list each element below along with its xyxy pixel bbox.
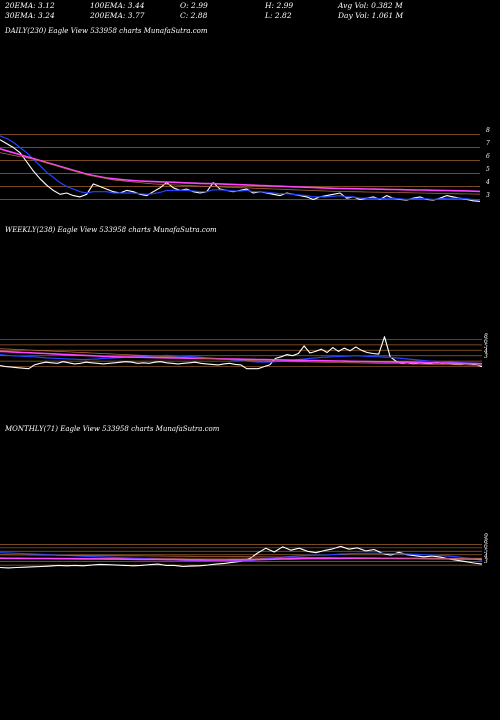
daily-tick-label-1: 7 xyxy=(486,140,490,147)
weekly-tick-label-4: 3 xyxy=(484,353,488,360)
daily-series-ema-slow xyxy=(0,152,481,195)
stat-close: C: 2.88 xyxy=(180,11,208,20)
stat-low: L: 2.82 xyxy=(265,11,292,20)
stat-ema20: 20EMA: 3.12 xyxy=(5,1,55,10)
daily-chart-title: DAILY(230) Eagle View 533958 charts Muna… xyxy=(5,27,208,35)
daily-chart: 8 7 6 5 4 3 xyxy=(0,127,490,203)
daily-series-ema-fast xyxy=(0,135,481,201)
stats-header: 20EMA: 3.12 100EMA: 3.44 O: 2.99 H: 2.99… xyxy=(5,1,495,25)
daily-tick-label-5: 3 xyxy=(486,192,490,199)
weekly-chart-title: WEEKLY(238) Eagle View 533958 charts Mun… xyxy=(5,226,217,234)
weekly-tick-label-1: 6 xyxy=(484,338,488,345)
monthly-series-price xyxy=(0,545,483,569)
monthly-series-ema-mid xyxy=(0,557,483,561)
monthly-tick-label-4: 4 xyxy=(483,553,488,560)
weekly-tick-label-0: 8 xyxy=(484,333,488,340)
weekly-tick-label-2: 5 xyxy=(484,343,488,350)
monthly-tick-label-0: 9 xyxy=(484,533,488,540)
daily-tick-label-4: 4 xyxy=(485,179,490,186)
weekly-series-ema-slow xyxy=(0,348,483,366)
monthly-chart-title: MONTHLY(71) Eagle View 533958 charts Mun… xyxy=(5,425,220,433)
monthly-series-ema-fast xyxy=(0,552,483,562)
monthly-tick-label-3: 5 xyxy=(484,548,488,555)
weekly-series-ema-fast xyxy=(0,354,483,365)
stat-day-vol: Day Vol: 1.061 M xyxy=(338,11,404,20)
monthly-tick-label-5: 3 xyxy=(484,558,488,565)
monthly-tick-label-1: 8 xyxy=(484,538,488,545)
weekly-series-ema-mid xyxy=(0,350,483,365)
monthly-tick-label-2: 6 xyxy=(484,543,488,550)
daily-tick-label-2: 6 xyxy=(486,153,490,160)
stat-high: H: 2.99 xyxy=(265,1,294,10)
daily-tick-label-0: 8 xyxy=(486,127,490,134)
stat-ema30: 30EMA: 3.24 xyxy=(5,11,55,20)
stat-ema100: 100EMA: 3.44 xyxy=(90,1,145,10)
monthly-series-ema-slow xyxy=(0,554,482,560)
stat-ema200: 200EMA: 3.77 xyxy=(90,11,145,20)
stat-avg-vol: Avg Vol: 0.382 M xyxy=(338,1,403,10)
stat-open: O: 2.99 xyxy=(180,1,208,10)
daily-tick-label-3: 5 xyxy=(486,166,490,173)
weekly-tick-label-3: 4 xyxy=(483,348,488,355)
daily-series-ema-mid xyxy=(0,148,481,193)
